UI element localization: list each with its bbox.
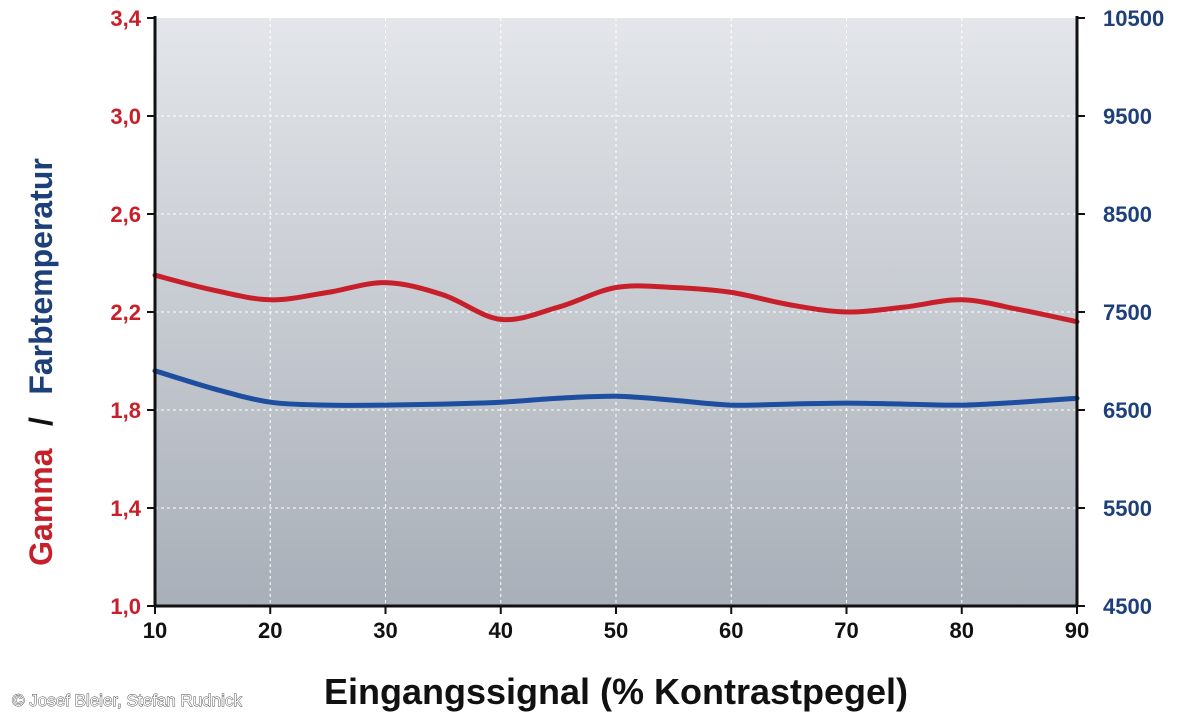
y-right-tick-label: 4500	[1103, 594, 1152, 619]
series-line-farbtemperatur	[152, 368, 1080, 408]
tick-labels: 10 20 30 40 50 60 70 80 90 1,0 1,4 1,8 2,2 2,6 3,0 3,4 4…	[110, 6, 1164, 643]
y-axis-label-farbtemperatur: Farbtemperatur	[23, 158, 59, 395]
y-right-tick-label: 6500	[1103, 398, 1152, 423]
y-left-tick-label: 2,2	[110, 300, 141, 325]
copyright-credit: © Josef Bleier, Stefan Rudnick	[12, 691, 242, 710]
y-right-tick-label: 8500	[1103, 202, 1152, 227]
x-tick-label: 30	[373, 618, 397, 643]
series-lines	[152, 272, 1080, 408]
y-left-tick-label: 3,4	[110, 6, 141, 31]
x-tick-label: 50	[604, 618, 628, 643]
y-left-tick-label: 1,0	[110, 594, 141, 619]
y-axis-label-gamma: Gamma	[23, 448, 59, 566]
gridlines	[155, 18, 1077, 606]
y-left-tick-label: 2,6	[110, 202, 141, 227]
x-tick-label: 10	[143, 618, 167, 643]
x-tick-label: 90	[1065, 618, 1089, 643]
y-left-tick-label: 3,0	[110, 104, 141, 129]
axes	[147, 16, 1085, 614]
x-tick-label: 20	[258, 618, 282, 643]
y-left-tick-label: 1,4	[110, 496, 141, 521]
series-line-gamma	[152, 272, 1080, 325]
x-tick-label: 70	[834, 618, 858, 643]
y-right-tick-label: 7500	[1103, 300, 1152, 325]
y-axis-label-separator: /	[23, 417, 59, 426]
x-tick-label: 80	[950, 618, 974, 643]
y-axis-label: Gamma / Farbtemperatur	[23, 158, 59, 566]
y-right-tick-label: 9500	[1103, 104, 1152, 129]
y-right-tick-label: 10500	[1103, 6, 1164, 31]
x-axis-label: Eingangssignal (% Kontrastpegel)	[324, 671, 908, 712]
y-left-tick-label: 1,8	[110, 398, 141, 423]
x-tick-label: 60	[719, 618, 743, 643]
x-tick-label: 40	[489, 618, 513, 643]
y-right-tick-label: 5500	[1103, 496, 1152, 521]
